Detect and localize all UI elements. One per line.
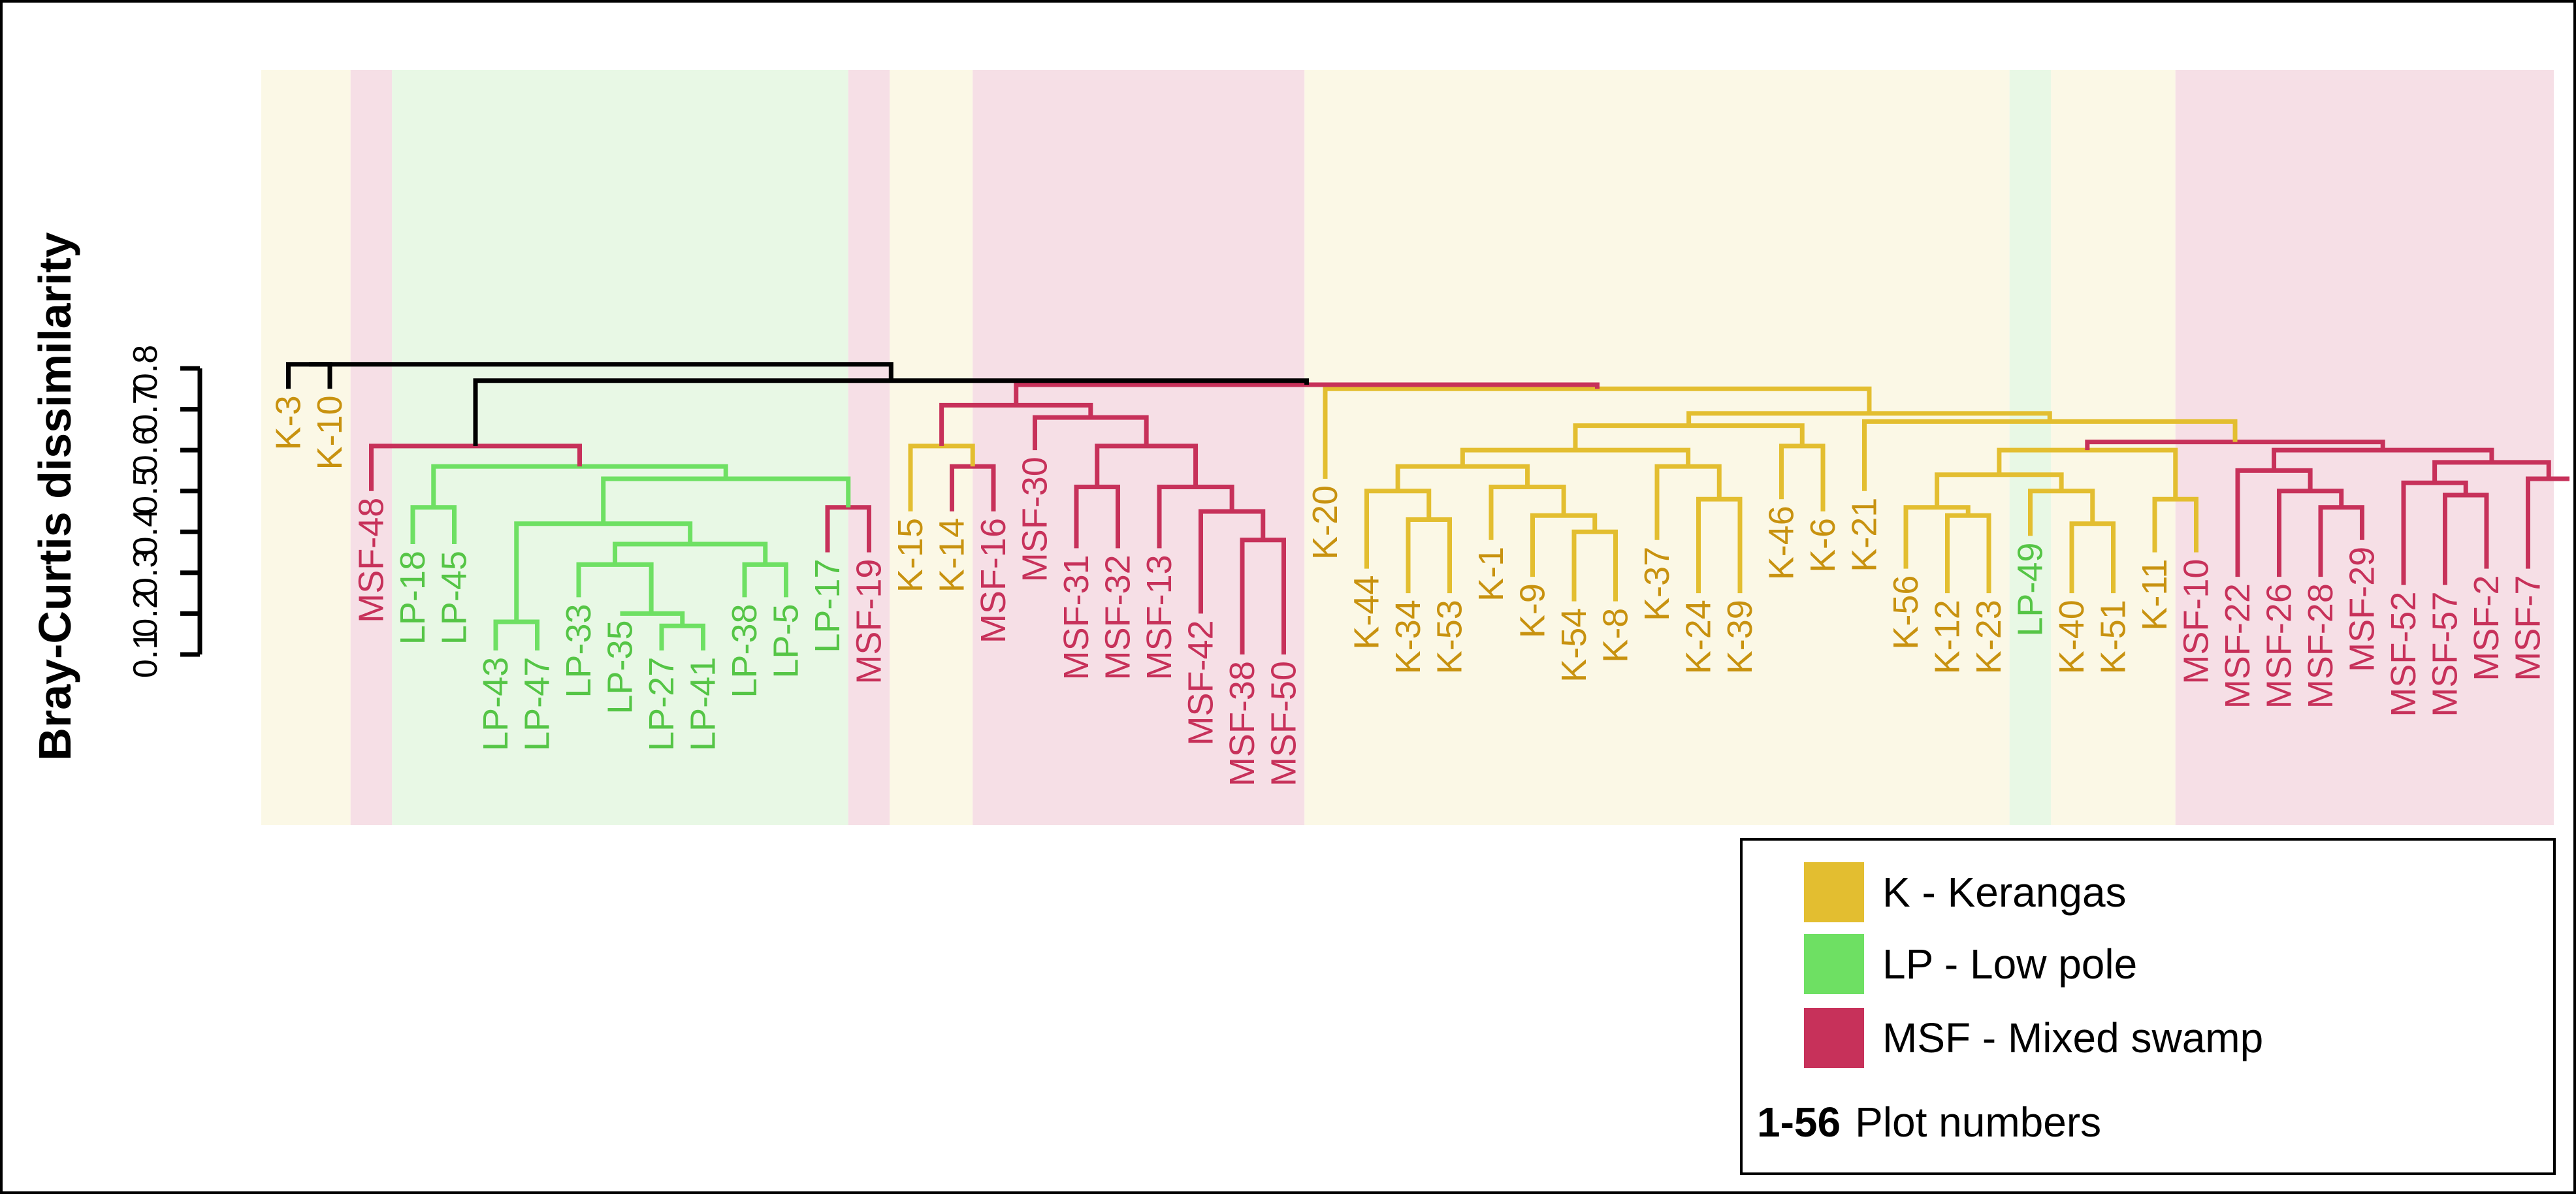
leaf-label: MSF-57 [2426, 592, 2465, 717]
leaf-label: LP-45 [435, 551, 474, 645]
band-k [2051, 70, 2176, 825]
leaf-label: MSF-48 [352, 498, 391, 623]
band-k [1304, 70, 2010, 825]
legend-label-mixed-swamp: MSF - Mixed swamp [1882, 1014, 2263, 1061]
band-msf [2175, 70, 2554, 825]
leaf-label: LP-5 [767, 604, 806, 678]
leaf-label: MSF-7 [2509, 575, 2548, 681]
leaf-label: MSF-28 [2301, 583, 2340, 709]
leaf-label: K-3 [269, 395, 308, 450]
legend-note-text: Plot numbers [1855, 1099, 2101, 1146]
y-tick-label: 0.3 [127, 549, 165, 596]
leaf-label: LP-18 [393, 551, 432, 645]
leaf-label: LP-38 [725, 604, 764, 698]
legend-box [1740, 838, 2556, 1175]
leaf-label: LP-35 [601, 620, 640, 714]
leaf-label: MSF-19 [850, 559, 889, 685]
leaf-label: MSF-52 [2384, 592, 2423, 717]
group-bands [261, 70, 2554, 825]
leaf-label: LP-47 [518, 657, 557, 751]
leaf-label: K-8 [1596, 608, 1635, 663]
leaf-label: K-6 [1803, 518, 1843, 573]
leaf-label: K-21 [1845, 498, 1884, 572]
dendrogram-branch [620, 611, 685, 626]
leaf-label: K-12 [1928, 600, 1967, 674]
y-tick-label: 0.4 [127, 508, 165, 555]
band-lp [2009, 70, 2052, 825]
leaf-label: K-11 [2135, 559, 2174, 631]
leaf-label: K-34 [1389, 600, 1428, 674]
leaf-label: LP-27 [642, 657, 681, 751]
leaf-label: K-23 [1969, 600, 2008, 674]
y-tick-label: 0.5 [127, 468, 165, 515]
leaf-label: MSF-38 [1223, 661, 1262, 786]
leaf-label: MSF-30 [1016, 457, 1055, 582]
leaf-label: K-24 [1679, 600, 1718, 674]
legend-swatch-low-pole [1804, 934, 1864, 994]
leaf-label: K-15 [891, 518, 930, 592]
leaf-label: K-37 [1637, 547, 1677, 621]
leaf-label: MSF-32 [1099, 555, 1138, 680]
leaf-label: K-46 [1762, 506, 1801, 580]
legend-swatch-mixed-swamp [1804, 1008, 1864, 1068]
leaf-label: K-40 [2052, 600, 2091, 674]
dendrogram-branch [2526, 476, 2569, 569]
y-axis-label: Bray-Curtis dissimilarity [29, 232, 80, 760]
y-tick-label: 0.2 [127, 590, 165, 637]
leaf-label: LP-49 [2011, 543, 2050, 637]
leaf-label: MSF-42 [1182, 620, 1221, 745]
band-msf [848, 70, 890, 825]
leaf-label: LP-33 [559, 604, 598, 698]
y-tick-label: 0.1 [127, 631, 165, 678]
legend-label-kerangas: K - Kerangas [1882, 869, 2127, 916]
leaf-label: K-44 [1347, 575, 1387, 650]
legend-swatch-kerangas [1804, 862, 1864, 922]
leaf-label: K-9 [1513, 583, 1553, 638]
leaf-label: K-39 [1720, 600, 1760, 674]
leaf-label: MSF-50 [1264, 661, 1304, 786]
leaf-label: MSF-26 [2260, 583, 2299, 709]
leaf-label: MSF-2 [2467, 575, 2506, 681]
band-k [261, 70, 351, 825]
leaf-label: MSF-13 [1140, 555, 1179, 680]
leaf-label: K-54 [1554, 608, 1594, 683]
leaf-label: K-10 [310, 395, 349, 470]
leaf-label: MSF-22 [2218, 583, 2257, 709]
legend-note: 1-56 Plot numbers [1757, 1099, 2101, 1146]
leaf-label: K-1 [1472, 547, 1511, 602]
leaf-label: MSF-16 [974, 518, 1013, 643]
leaf-label: MSF-31 [1057, 555, 1096, 680]
leaf-label: LP-41 [684, 657, 723, 751]
leaf-label: K-53 [1430, 600, 1470, 674]
dendrogram-branch [309, 362, 894, 381]
legend-note-range: 1-56 [1757, 1099, 1841, 1146]
leaf-label: K-51 [2094, 600, 2133, 674]
leaf-label: K-56 [1886, 575, 1925, 650]
dendrogram-branches [286, 362, 2569, 654]
y-tick-label: 0.6 [127, 427, 165, 474]
legend: K - Kerangas LP - Low pole MSF - Mixed s… [1740, 838, 2556, 1175]
leaf-label: LP-43 [476, 657, 515, 751]
legend-label-low-pole: LP - Low pole [1882, 941, 2137, 988]
leaf-label: K-20 [1306, 485, 1345, 560]
y-axis: 0.10.20.30.40.50.60.70.8 [127, 345, 202, 678]
leaf-label: MSF-29 [2343, 547, 2382, 672]
y-tick-label: 0.7 [127, 385, 165, 432]
leaf-label: LP-17 [808, 559, 847, 653]
leaf-label: K-14 [933, 518, 972, 592]
leaf-label: MSF-10 [2177, 559, 2216, 685]
y-tick-label: 0.8 [127, 345, 165, 392]
